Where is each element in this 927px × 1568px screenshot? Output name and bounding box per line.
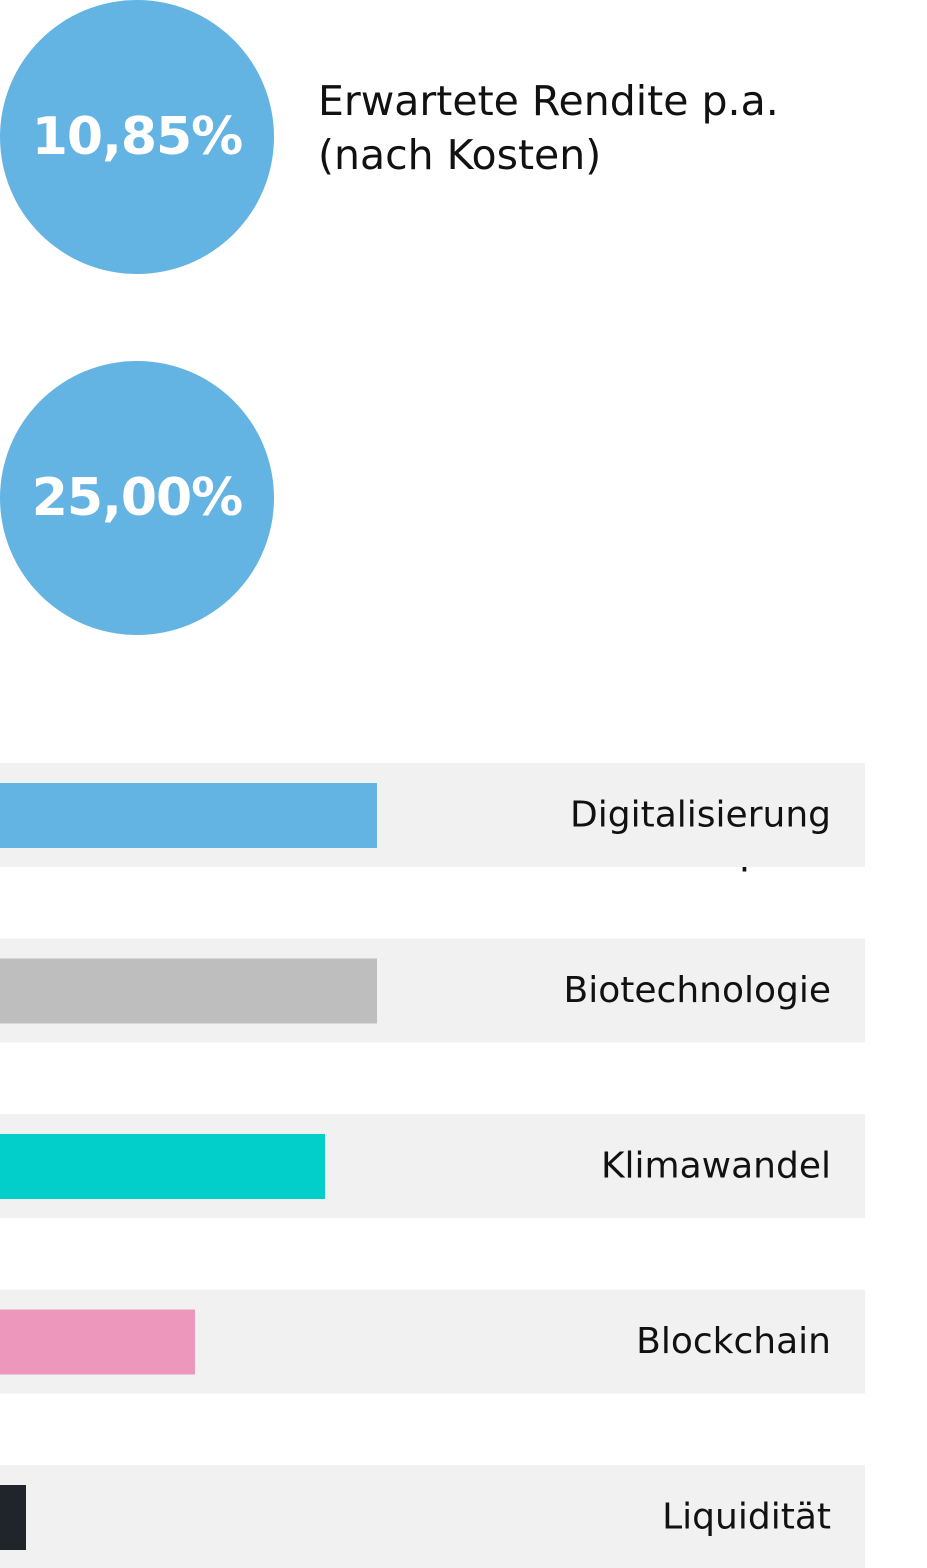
expected-return-label-line-2: (nach Kosten): [318, 131, 602, 179]
chart-bar-klimawandel: [0, 1134, 325, 1199]
expected-return-value: 10,85%: [31, 107, 244, 167]
chart-category-label-digitalisierung: Digitalisierung: [570, 795, 831, 836]
expected-volatility-circle: 25,00%: [0, 361, 274, 635]
chart-category-label-biotechnologie: Biotechnologie: [564, 970, 831, 1011]
chart-row-background-liquidit-t: [0, 1465, 865, 1568]
chart-bar-liquidit-t: [0, 1485, 26, 1550]
chart-category-label-blockchain: Blockchain: [636, 1321, 831, 1362]
expected-return-label: Erwartete Rendite p.a. (nach Kosten): [318, 74, 779, 182]
expected-return-label-line-1: Erwartete Rendite p.a.: [318, 77, 779, 125]
expected-return-metric: 10,85% Erwartete Rendite p.a. (nach Kost…: [0, 0, 927, 274]
chart-bar-digitalisierung: [0, 783, 377, 848]
chart-category-label-klimawandel: Klimawandel: [601, 1146, 831, 1187]
chart-category-label-liquidit-t: Liquidität: [662, 1497, 831, 1538]
chart-bar-biotechnologie: [0, 958, 377, 1024]
expected-volatility-value: 25,00%: [31, 468, 244, 528]
chart-bar-blockchain: [0, 1309, 195, 1375]
expected-return-circle: 10,85%: [0, 0, 274, 274]
